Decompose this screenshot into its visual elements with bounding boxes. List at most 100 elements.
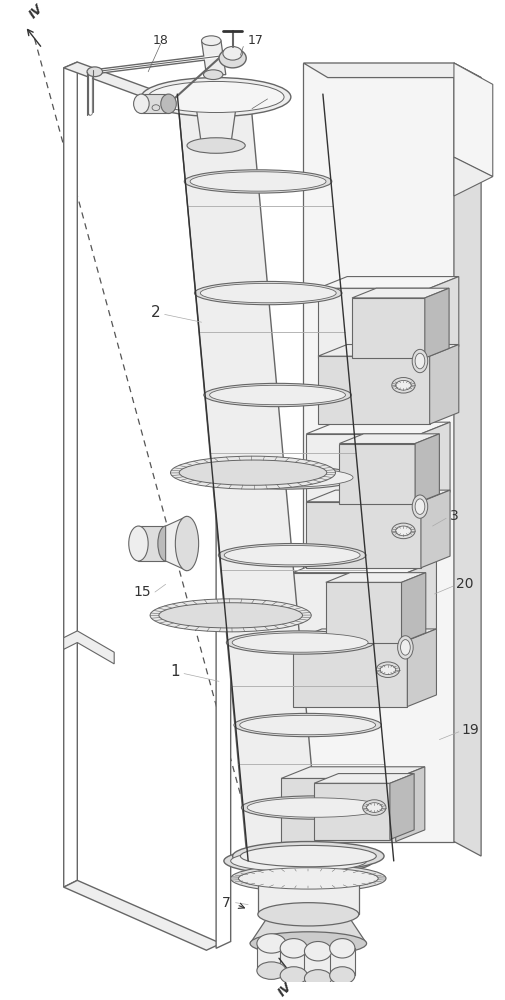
Polygon shape: [292, 641, 407, 707]
Ellipse shape: [395, 380, 411, 390]
Polygon shape: [395, 767, 424, 842]
Ellipse shape: [152, 105, 160, 111]
Polygon shape: [429, 345, 458, 424]
Ellipse shape: [280, 967, 307, 984]
Text: 20: 20: [455, 577, 473, 591]
Ellipse shape: [230, 850, 366, 872]
Text: 2: 2: [151, 305, 161, 320]
Polygon shape: [304, 951, 331, 978]
Ellipse shape: [329, 967, 354, 984]
Ellipse shape: [232, 842, 383, 871]
Ellipse shape: [219, 48, 246, 68]
Polygon shape: [303, 63, 453, 842]
Polygon shape: [318, 288, 429, 358]
Ellipse shape: [257, 962, 285, 979]
Polygon shape: [292, 561, 436, 573]
Ellipse shape: [249, 932, 366, 955]
Text: 19: 19: [461, 723, 479, 737]
Polygon shape: [325, 582, 401, 643]
Polygon shape: [453, 157, 492, 196]
Polygon shape: [303, 63, 480, 78]
Polygon shape: [318, 277, 458, 288]
Ellipse shape: [397, 636, 413, 659]
Ellipse shape: [395, 526, 411, 536]
Polygon shape: [249, 914, 366, 943]
Ellipse shape: [240, 845, 376, 867]
Polygon shape: [306, 502, 420, 568]
Ellipse shape: [141, 78, 290, 116]
Polygon shape: [420, 422, 449, 504]
Polygon shape: [389, 774, 413, 840]
Ellipse shape: [158, 526, 173, 561]
Text: 18: 18: [267, 90, 283, 103]
Text: 18: 18: [153, 34, 169, 47]
Ellipse shape: [304, 970, 331, 987]
Polygon shape: [201, 41, 225, 75]
Polygon shape: [351, 288, 448, 298]
Polygon shape: [141, 94, 168, 113]
Ellipse shape: [194, 281, 341, 305]
Polygon shape: [339, 434, 438, 444]
Ellipse shape: [223, 847, 373, 875]
Ellipse shape: [391, 523, 414, 539]
Ellipse shape: [209, 385, 345, 405]
Ellipse shape: [412, 349, 427, 373]
Polygon shape: [453, 63, 492, 177]
Ellipse shape: [241, 796, 388, 819]
Ellipse shape: [226, 631, 373, 654]
Polygon shape: [306, 434, 420, 504]
Ellipse shape: [128, 526, 148, 561]
Polygon shape: [64, 62, 230, 124]
Ellipse shape: [217, 468, 352, 487]
Polygon shape: [306, 490, 449, 502]
Ellipse shape: [87, 67, 103, 77]
Ellipse shape: [366, 803, 381, 812]
Ellipse shape: [211, 466, 358, 489]
Polygon shape: [401, 573, 425, 643]
Polygon shape: [177, 94, 320, 871]
Ellipse shape: [412, 495, 427, 518]
Polygon shape: [138, 526, 165, 561]
Polygon shape: [257, 943, 285, 971]
Ellipse shape: [159, 603, 302, 628]
Polygon shape: [281, 778, 395, 842]
Text: IV: IV: [27, 2, 46, 21]
Ellipse shape: [179, 460, 326, 485]
Text: IV: IV: [275, 980, 294, 1000]
Text: 15: 15: [133, 585, 151, 599]
Polygon shape: [314, 774, 413, 783]
Polygon shape: [351, 298, 424, 358]
Polygon shape: [306, 422, 449, 434]
Ellipse shape: [414, 499, 424, 514]
Ellipse shape: [257, 934, 285, 953]
Ellipse shape: [414, 353, 424, 369]
Ellipse shape: [280, 939, 307, 958]
Ellipse shape: [201, 36, 221, 46]
Ellipse shape: [224, 545, 360, 565]
Ellipse shape: [223, 47, 242, 60]
Polygon shape: [64, 880, 221, 950]
Ellipse shape: [184, 170, 331, 193]
Ellipse shape: [304, 942, 331, 961]
Ellipse shape: [400, 640, 410, 655]
Ellipse shape: [187, 138, 245, 153]
Polygon shape: [64, 631, 114, 664]
Ellipse shape: [233, 713, 381, 737]
Polygon shape: [407, 629, 436, 707]
Ellipse shape: [150, 599, 311, 632]
Polygon shape: [424, 288, 448, 358]
Ellipse shape: [203, 70, 223, 80]
Ellipse shape: [391, 378, 414, 393]
Text: 17: 17: [247, 34, 264, 47]
Ellipse shape: [362, 800, 385, 815]
Polygon shape: [258, 878, 358, 914]
Polygon shape: [407, 561, 436, 643]
Polygon shape: [429, 277, 458, 358]
Text: 3: 3: [449, 509, 458, 523]
Polygon shape: [281, 767, 424, 778]
Polygon shape: [339, 444, 414, 504]
Polygon shape: [292, 573, 407, 643]
Ellipse shape: [175, 516, 198, 571]
Ellipse shape: [148, 81, 283, 113]
Polygon shape: [194, 97, 237, 146]
